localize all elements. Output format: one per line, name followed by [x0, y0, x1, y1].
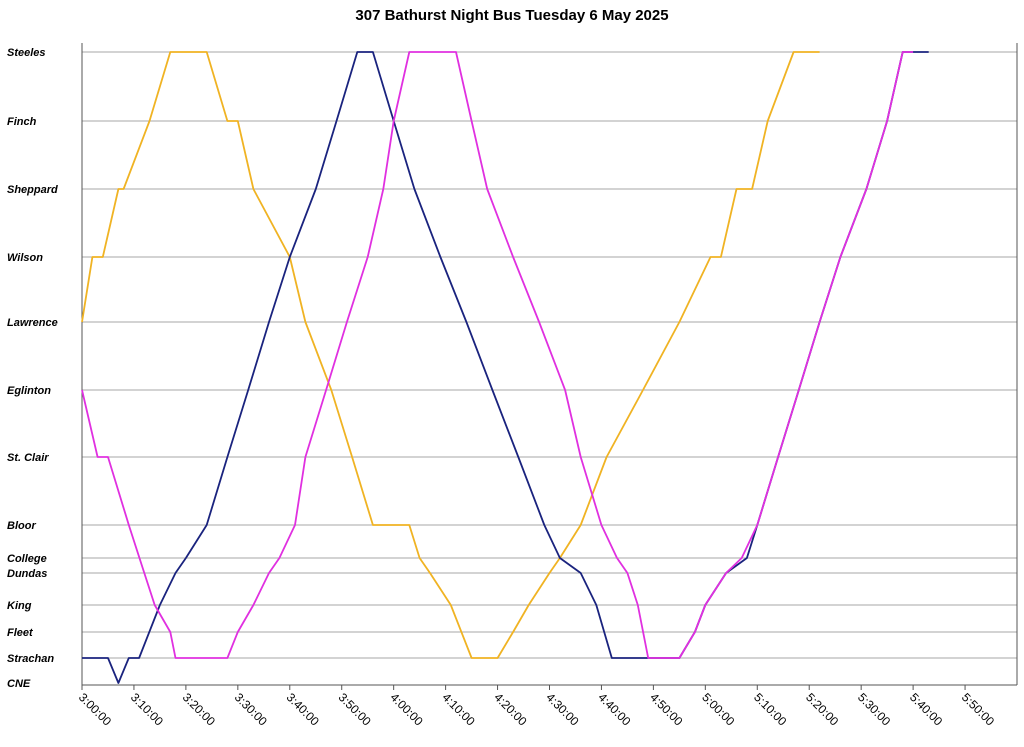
stop-label-king: King — [7, 600, 32, 612]
stop-label-bloor: Bloor — [7, 520, 36, 532]
x-tick-label: 5:20:00 — [803, 690, 841, 728]
stop-label-sheppard: Sheppard — [7, 184, 58, 196]
x-tick-label: 4:40:00 — [595, 690, 633, 728]
stop-label-strachan: Strachan — [7, 653, 54, 665]
series-line-3 — [81, 51, 914, 659]
x-tick-label: 4:00:00 — [388, 690, 426, 728]
x-tick-label: 5:40:00 — [907, 690, 945, 728]
stop-label-st-clair: St. Clair — [7, 452, 49, 464]
x-tick-label: 4:30:00 — [543, 690, 581, 728]
x-tick-label: 5:30:00 — [855, 690, 893, 728]
stop-label-eglinton: Eglinton — [7, 385, 51, 397]
x-tick-label: 4:10:00 — [439, 690, 477, 728]
stop-label-dundas: Dundas — [7, 568, 47, 580]
series-line-1 — [81, 51, 820, 659]
x-tick-label: 5:10:00 — [751, 690, 789, 728]
stop-label-wilson: Wilson — [7, 252, 43, 264]
stop-label-lawrence: Lawrence — [7, 317, 58, 329]
x-tick-label: 4:20:00 — [491, 690, 529, 728]
stop-label-cne: CNE — [7, 678, 31, 690]
x-tick-label: 4:50:00 — [647, 690, 685, 728]
x-tick-label: 3:30:00 — [232, 690, 270, 728]
stop-label-college: College — [7, 553, 47, 565]
x-tick-label: 3:00:00 — [76, 690, 114, 728]
x-tick-label: 5:00:00 — [699, 690, 737, 728]
stop-label-steeles: Steeles — [7, 47, 46, 59]
x-tick-label: 3:20:00 — [180, 690, 218, 728]
stop-label-fleet: Fleet — [7, 627, 34, 639]
chart-title: 307 Bathurst Night Bus Tuesday 6 May 202… — [355, 7, 669, 24]
stop-label-finch: Finch — [7, 116, 37, 128]
x-tick-label: 3:40:00 — [284, 690, 322, 728]
x-tick-label: 5:50:00 — [959, 690, 997, 728]
series-line-2 — [82, 51, 929, 684]
x-tick-label: 3:50:00 — [336, 690, 374, 728]
x-tick-label: 3:10:00 — [128, 690, 166, 728]
